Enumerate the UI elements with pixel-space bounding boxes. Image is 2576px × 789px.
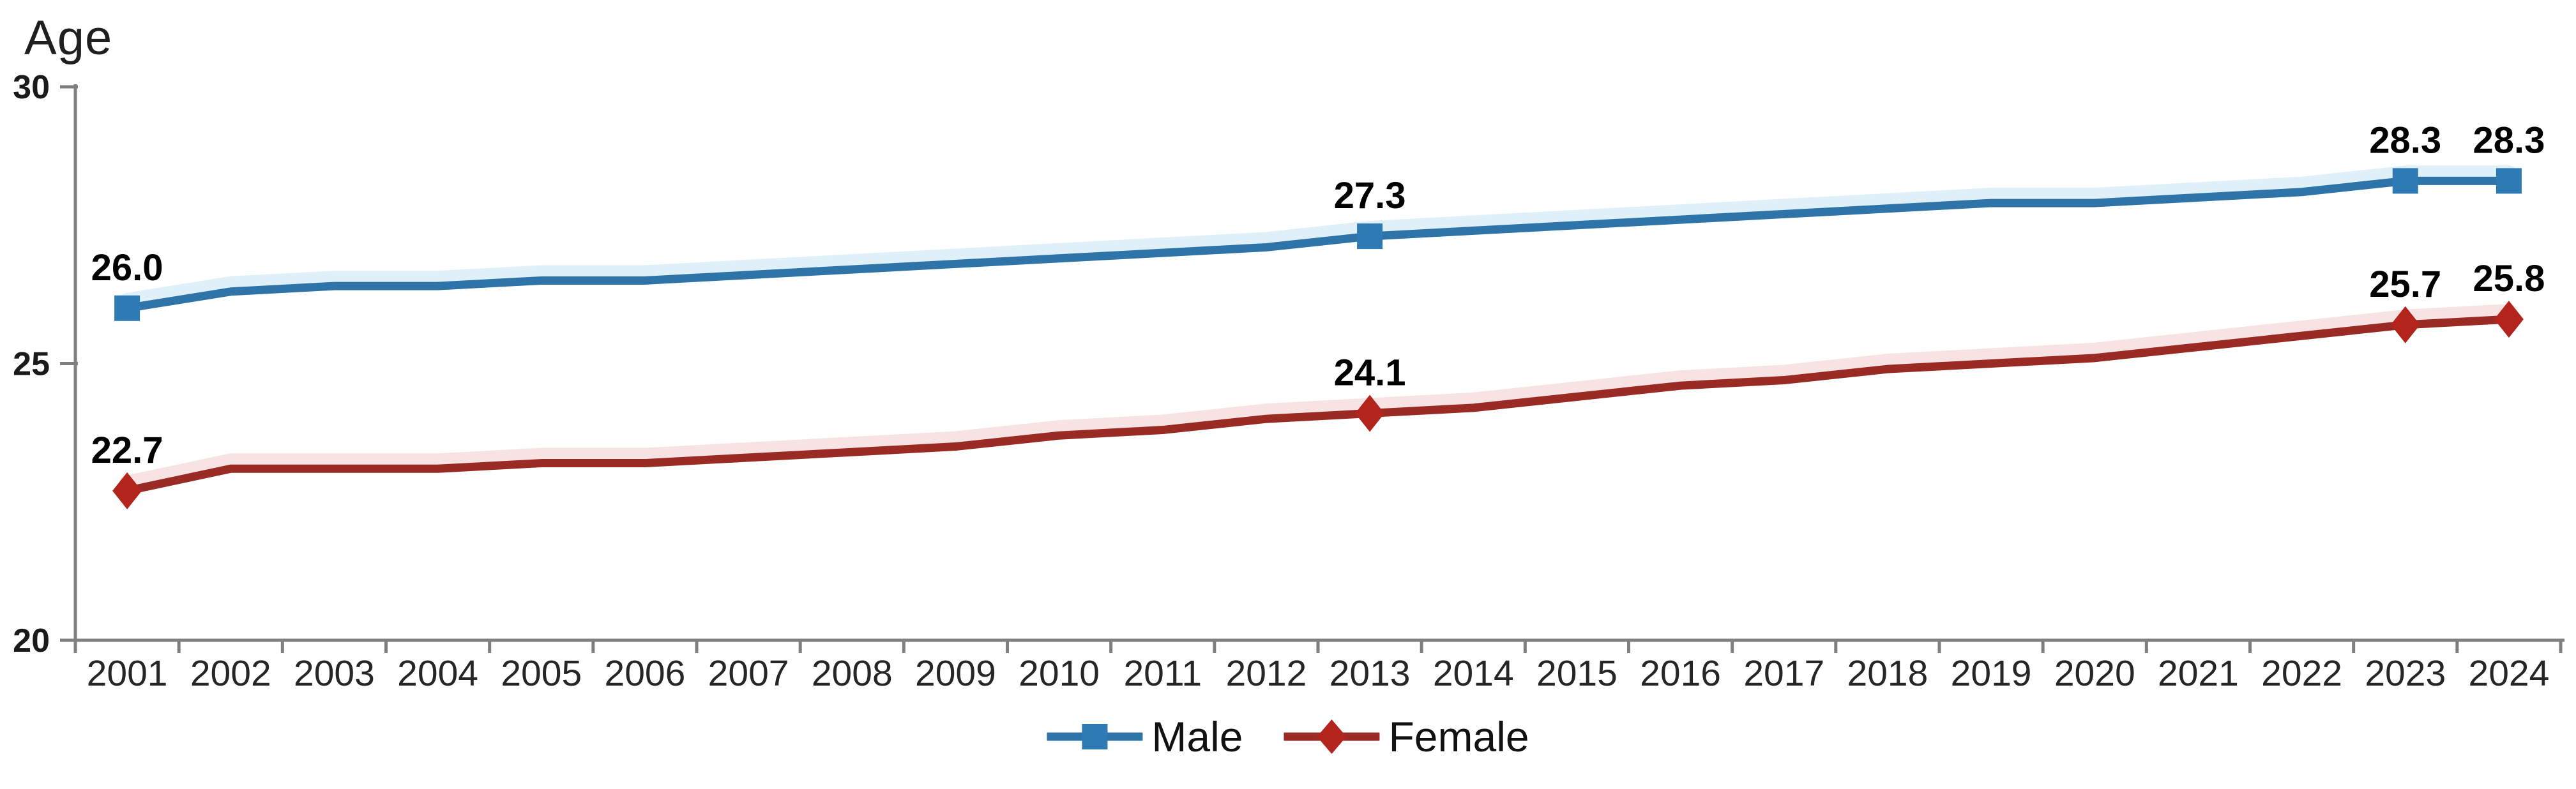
x-tick-label: 2017 [1743,653,1824,694]
legend-label-male: Male [1151,713,1243,760]
x-tick-label: 2012 [1226,653,1307,694]
x-tick-label: 2019 [1951,653,2032,694]
x-tick-label: 2021 [2158,653,2239,694]
legend-item-female: Female [1284,712,1529,761]
y-axis-title: Age [24,11,113,65]
legend: Male Female [1047,712,1529,761]
male-data-label: 26.0 [91,247,163,289]
x-tick-label: 2001 [87,653,168,694]
male-data-label: 27.3 [1334,175,1406,216]
female-marker-icon [1355,395,1385,432]
x-tick-label: 2011 [1123,653,1202,694]
male-marker-icon [2392,168,2418,194]
female-legend-marker-icon [1284,719,1380,754]
male-data-label: 28.3 [2369,119,2441,161]
x-tick-label: 2020 [2054,653,2135,694]
x-axis-ticks: 2001 2002 2003 2004 2005 2006 2007 2008 2009 2010… [73,640,2563,694]
x-tick-label: 2006 [605,653,686,694]
female-line-halo [119,304,2517,491]
female-line [123,315,2513,495]
x-tick-label: 2016 [1640,653,1721,694]
legend-label-female: Female [1388,713,1529,760]
y-tick-label: 25 [13,346,50,383]
x-tick-label: 2007 [708,653,789,694]
x-tick-label: 2005 [501,653,582,694]
x-tick-label: 2002 [190,653,271,694]
x-tick-label: 2010 [1019,653,1100,694]
female-marker-icon [112,472,142,509]
male-data-label: 28.3 [2473,119,2545,161]
y-axis-ticks: 30 25 20 [13,69,78,659]
x-tick-label: 2023 [2365,653,2446,694]
y-tick-label: 20 [13,622,50,659]
male-marker-icon [1357,223,1383,250]
x-tick-label: 2009 [915,653,996,694]
male-line-halo [119,165,2517,308]
female-marker-icon [2494,301,2524,338]
x-tick-label: 2004 [397,653,478,694]
legend-item-male: Male [1047,712,1243,761]
x-tick-label: 2008 [812,653,893,694]
female-data-label: 22.7 [91,430,163,471]
x-tick-label: 2022 [2261,653,2342,694]
female-data-label: 25.7 [2369,264,2441,305]
female-data-label: 24.1 [1334,352,1406,394]
male-legend-marker-icon [1047,724,1143,749]
male-marker-icon [114,295,140,321]
x-tick-label: 2015 [1536,653,1618,694]
y-tick-label: 30 [13,69,50,106]
series-female: 22.7 24.1 25.7 25.8 [91,258,2545,509]
male-line [123,176,2513,313]
x-tick-label: 2018 [1847,653,1928,694]
x-tick-label: 2003 [294,653,375,694]
male-marker-icon [2496,168,2522,194]
female-marker-icon [2390,306,2420,343]
x-tick-label: 2014 [1433,653,1514,694]
female-data-label: 25.8 [2473,258,2545,299]
x-tick-label: 2013 [1330,653,1411,694]
series-male: 26.0 27.3 28.3 28.3 [91,119,2545,321]
x-tick-label: 2024 [2469,653,2550,694]
axes [73,84,2565,642]
